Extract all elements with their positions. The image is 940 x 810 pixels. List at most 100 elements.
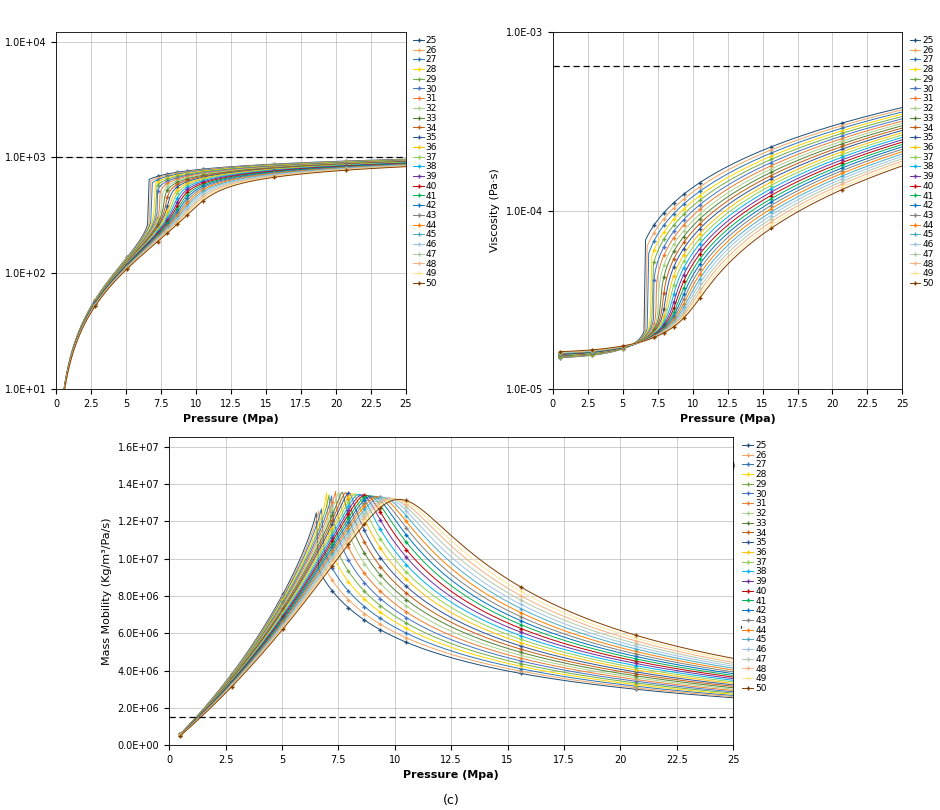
32: [80, 313, 91, 323]
44: [576, 347, 588, 356]
35: [897, 126, 908, 135]
36: [595, 347, 606, 356]
40: [728, 672, 739, 682]
43: [555, 348, 566, 358]
42: [80, 315, 91, 325]
28: [590, 675, 602, 684]
Line: 42: 42: [62, 162, 408, 399]
28: [242, 650, 253, 660]
36: [351, 160, 362, 169]
Line: 37: 37: [179, 492, 735, 736]
38: [576, 348, 588, 358]
31: [400, 156, 412, 166]
25: [310, 508, 321, 518]
Line: 40: 40: [179, 493, 735, 736]
28: [728, 689, 739, 699]
40: [897, 137, 908, 147]
37: [653, 667, 665, 676]
28: [351, 156, 362, 166]
33: [590, 664, 602, 674]
40: [57, 391, 69, 401]
Line: 44: 44: [179, 495, 735, 737]
45: [311, 165, 322, 175]
Line: 49: 49: [62, 164, 408, 399]
31: [555, 352, 566, 361]
36: [576, 349, 588, 359]
41: [242, 660, 253, 670]
49: [897, 159, 908, 168]
28: [311, 158, 322, 168]
25: [183, 166, 195, 176]
39: [590, 650, 602, 659]
42: [183, 190, 195, 200]
43: [653, 654, 665, 663]
25: [223, 162, 234, 172]
40: [590, 647, 602, 657]
29: [183, 169, 195, 179]
31: [446, 631, 458, 641]
25: [807, 127, 819, 137]
40: [311, 163, 322, 173]
47: [897, 154, 908, 164]
46: [380, 492, 391, 502]
38: [807, 164, 819, 173]
27: [400, 155, 412, 164]
35: [590, 660, 602, 670]
50: [653, 637, 665, 646]
30: [211, 691, 222, 701]
47: [175, 731, 186, 740]
50: [378, 501, 389, 510]
Y-axis label: Viscosity (Pa·s): Viscosity (Pa·s): [491, 168, 500, 253]
28: [400, 155, 412, 164]
45: [728, 663, 739, 673]
Line: 44: 44: [62, 163, 408, 399]
Line: 46: 46: [179, 496, 735, 737]
30: [719, 182, 730, 192]
30: [555, 352, 566, 361]
41: [351, 161, 362, 171]
49: [595, 344, 606, 354]
36: [400, 157, 412, 167]
33: [446, 622, 458, 632]
Line: 26: 26: [179, 509, 735, 735]
33: [728, 683, 739, 693]
26: [897, 104, 908, 114]
42: [653, 656, 665, 666]
34: [807, 152, 819, 162]
44: [379, 493, 390, 503]
36: [719, 207, 730, 216]
40: [847, 154, 858, 164]
36: [57, 390, 69, 400]
Line: 50: 50: [62, 165, 408, 399]
45: [99, 287, 110, 296]
32: [555, 351, 566, 360]
Line: 38: 38: [62, 161, 408, 398]
41: [57, 391, 69, 401]
40: [211, 694, 222, 704]
Line: 46: 46: [62, 164, 408, 399]
49: [576, 346, 588, 356]
48: [175, 731, 186, 740]
30: [728, 687, 739, 697]
39: [847, 151, 858, 161]
26: [807, 130, 819, 139]
47: [183, 203, 195, 213]
43: [183, 194, 195, 203]
46: [351, 163, 362, 173]
30: [590, 671, 602, 680]
47: [446, 548, 458, 557]
Line: 29: 29: [62, 159, 408, 396]
47: [728, 659, 739, 669]
29: [242, 651, 253, 661]
30: [80, 313, 91, 322]
43: [576, 347, 588, 357]
Line: 47: 47: [62, 164, 408, 399]
50: [175, 731, 186, 740]
46: [183, 201, 195, 211]
42: [590, 642, 602, 651]
37: [183, 179, 195, 189]
Line: 29: 29: [558, 115, 904, 358]
46: [680, 302, 691, 312]
43: [379, 496, 390, 505]
31: [719, 186, 730, 196]
